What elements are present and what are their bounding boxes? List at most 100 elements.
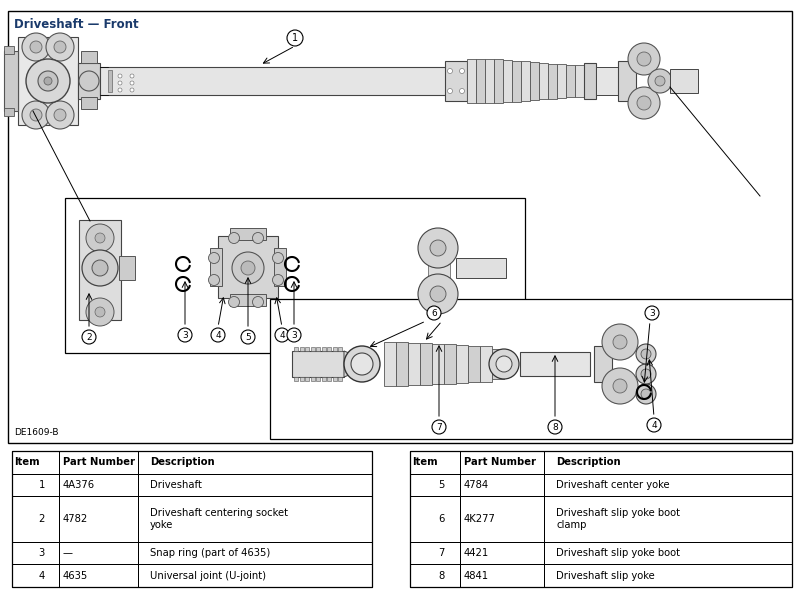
Bar	[384, 342, 396, 386]
Circle shape	[54, 109, 66, 121]
Circle shape	[641, 389, 651, 399]
Circle shape	[628, 87, 660, 119]
Bar	[81, 97, 97, 109]
Circle shape	[46, 101, 74, 129]
Bar	[428, 254, 450, 288]
Text: 4: 4	[651, 421, 657, 430]
Text: 2: 2	[86, 333, 92, 342]
Bar	[456, 258, 506, 278]
Circle shape	[253, 232, 263, 243]
Text: Driveshaft: Driveshaft	[150, 480, 202, 490]
Circle shape	[229, 297, 239, 307]
Text: 8: 8	[552, 423, 558, 431]
Circle shape	[636, 384, 656, 404]
Bar	[396, 342, 408, 386]
Circle shape	[637, 52, 651, 66]
Bar	[548, 63, 557, 99]
Circle shape	[95, 233, 105, 243]
Text: 4K277: 4K277	[464, 514, 496, 524]
Bar	[210, 248, 222, 286]
Circle shape	[118, 74, 122, 78]
Bar	[8, 11, 792, 443]
Circle shape	[628, 43, 660, 75]
Bar	[467, 59, 476, 103]
Bar	[292, 351, 344, 377]
Bar	[480, 346, 492, 382]
Text: Driveshaft slip yoke boot
clamp: Driveshaft slip yoke boot clamp	[556, 508, 680, 530]
Text: 7: 7	[436, 423, 442, 431]
Bar	[119, 256, 135, 280]
Text: 4: 4	[279, 330, 285, 339]
Bar	[575, 65, 584, 97]
Text: 4784: 4784	[464, 480, 489, 490]
Circle shape	[82, 330, 96, 344]
Text: 4635: 4635	[62, 571, 88, 581]
Circle shape	[602, 324, 638, 360]
Bar	[485, 59, 494, 103]
Circle shape	[22, 33, 50, 61]
Text: Driveshaft slip yoke boot: Driveshaft slip yoke boot	[556, 548, 680, 558]
Circle shape	[636, 344, 656, 364]
Bar	[218, 236, 278, 298]
Circle shape	[275, 328, 289, 342]
Bar	[333, 347, 337, 351]
Circle shape	[273, 252, 283, 264]
Circle shape	[232, 252, 264, 284]
Bar	[81, 51, 97, 63]
Bar	[79, 220, 121, 320]
Bar	[230, 228, 266, 240]
Circle shape	[418, 274, 458, 314]
Text: —: —	[62, 548, 73, 558]
Circle shape	[178, 328, 192, 342]
Bar	[270, 299, 792, 439]
Text: Item: Item	[413, 457, 438, 467]
Text: 4A376: 4A376	[62, 480, 95, 490]
Bar	[476, 59, 485, 103]
Text: 3: 3	[38, 548, 45, 558]
Text: 3: 3	[291, 330, 297, 339]
Text: 6: 6	[431, 309, 437, 317]
Circle shape	[655, 76, 665, 86]
Circle shape	[130, 88, 134, 92]
Bar	[305, 347, 309, 351]
Circle shape	[447, 89, 453, 93]
Bar	[12, 451, 372, 473]
Bar	[310, 377, 314, 381]
Text: 1: 1	[38, 480, 45, 490]
Circle shape	[118, 81, 122, 85]
Text: Driveshaft centering socket
yoke: Driveshaft centering socket yoke	[150, 508, 288, 530]
Bar	[12, 564, 372, 587]
Circle shape	[79, 71, 99, 91]
Text: Universal joint (U-joint): Universal joint (U-joint)	[150, 571, 266, 581]
Circle shape	[602, 368, 638, 404]
Bar	[444, 345, 456, 384]
Bar	[410, 451, 792, 587]
Bar	[566, 65, 575, 97]
Circle shape	[273, 274, 283, 285]
Text: Item: Item	[14, 457, 40, 467]
Circle shape	[447, 69, 453, 73]
Circle shape	[86, 298, 114, 326]
Circle shape	[209, 252, 219, 264]
Bar	[503, 60, 512, 102]
Bar	[100, 67, 465, 95]
Circle shape	[645, 306, 659, 320]
Circle shape	[287, 328, 301, 342]
Bar	[4, 51, 18, 111]
Circle shape	[30, 109, 42, 121]
Circle shape	[287, 30, 303, 46]
Bar	[316, 347, 320, 351]
Text: Part Number: Part Number	[464, 457, 536, 467]
Text: Driveshaft — Front: Driveshaft — Front	[14, 18, 138, 31]
Bar	[410, 542, 792, 564]
Bar	[456, 345, 468, 383]
Bar	[494, 59, 503, 103]
Circle shape	[22, 101, 50, 129]
Bar	[305, 377, 309, 381]
Bar	[521, 61, 530, 100]
Bar	[12, 451, 372, 587]
Bar	[618, 61, 636, 101]
Text: DE1609-B: DE1609-B	[14, 428, 58, 437]
Text: 4421: 4421	[464, 548, 489, 558]
Circle shape	[253, 297, 263, 307]
